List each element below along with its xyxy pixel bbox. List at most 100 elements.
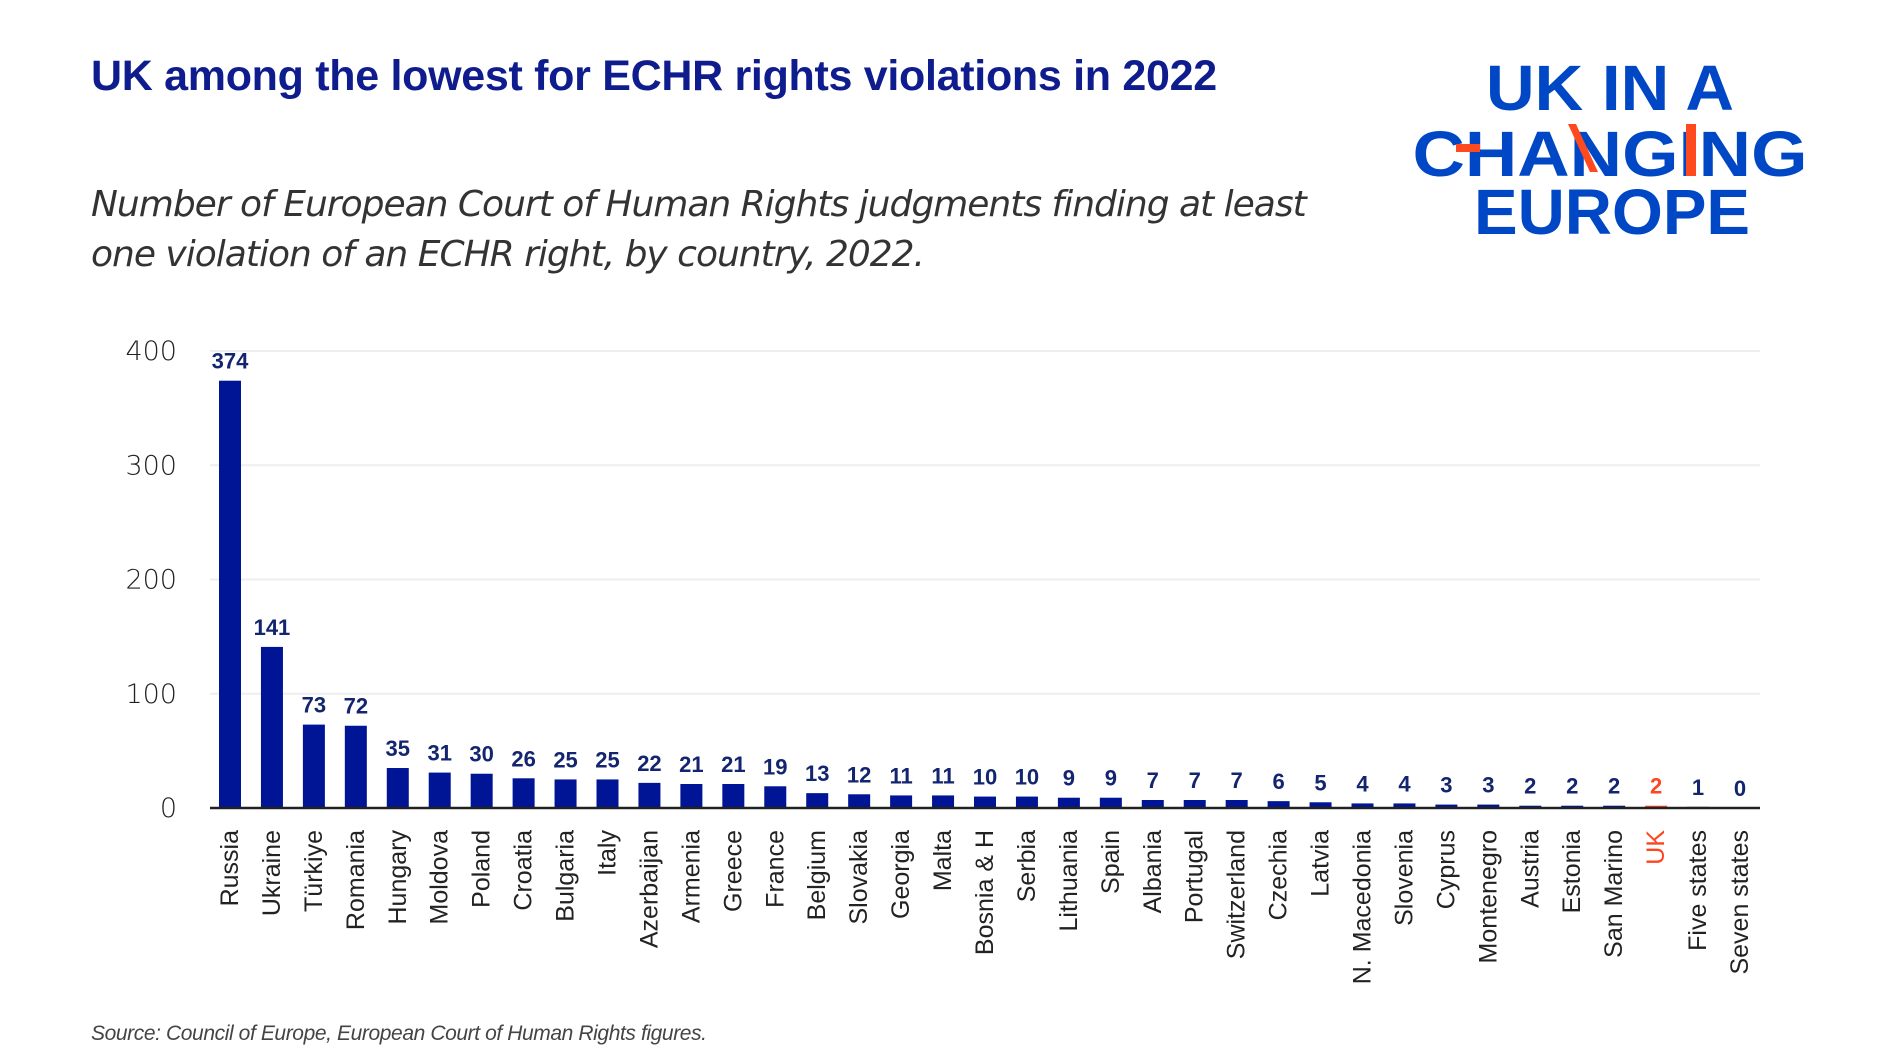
value-label: 374 [212,349,249,374]
value-label: 30 [469,742,493,767]
value-label: 21 [679,752,703,777]
category-label: Bulgaria [552,830,580,922]
category-label: UK [1642,830,1670,865]
category-label: Spain [1097,830,1125,894]
category-label: Russia [216,830,244,907]
bar [932,795,955,808]
category-label: Greece [719,830,747,912]
bar [1099,797,1122,808]
bar [1435,804,1458,808]
svg-text:EUROPE: EUROPE [1474,176,1750,242]
category-label: Serbia [1013,830,1041,902]
value-label: 25 [553,747,577,772]
category-label: Slovenia [1390,830,1418,926]
bar [1267,801,1290,808]
bar [1141,800,1164,808]
value-label: 1 [1692,775,1704,800]
bar [344,725,367,808]
category-label: Czechia [1265,830,1293,920]
category-label: Cyprus [1432,830,1460,909]
category-label: Five states [1684,830,1712,951]
uk-in-a-changing-europe-logo: UK IN A CHANGING EUROPE [1413,52,1808,242]
category-label: Ukraine [258,830,286,916]
chart-title: UK among the lowest for ECHR rights viol… [91,52,1217,100]
value-label: 2 [1608,774,1620,799]
svg-text:UK IN A: UK IN A [1486,52,1734,124]
y-tick-label: 0 [160,793,177,824]
value-label: 13 [805,761,829,786]
bar [1183,800,1206,808]
category-label: Lithuania [1055,830,1083,932]
value-label: 11 [889,763,912,788]
value-label: 72 [344,694,368,719]
value-label: 9 [1105,766,1117,791]
value-label: 5 [1314,770,1326,795]
value-label: 19 [763,754,787,779]
value-label: 12 [847,762,871,787]
category-label: Croatia [510,830,538,911]
bar [1057,797,1080,808]
value-label: 3 [1440,773,1452,798]
value-label: 25 [595,747,619,772]
category-label: Moldova [426,830,454,925]
y-tick-label: 400 [125,336,177,367]
bar [1351,803,1374,808]
value-label: 0 [1734,776,1746,801]
category-label: Malta [929,830,957,891]
category-label: Poland [468,830,496,908]
value-label: 22 [637,751,661,776]
bar [722,784,745,808]
category-label: Bosnia & H [971,830,999,955]
value-label: 7 [1147,768,1159,793]
category-label: Belgium [803,830,831,920]
bar [260,646,283,808]
bar [1015,796,1038,808]
bar [596,779,619,808]
category-label: N. Macedonia [1349,830,1377,984]
bar [890,795,913,808]
category-label: San Marino [1600,830,1628,958]
bar [1225,800,1248,808]
bar [848,794,871,808]
value-label: 7 [1189,768,1201,793]
value-label: 31 [427,741,451,766]
value-label: 35 [386,736,410,761]
value-label: 7 [1231,768,1243,793]
y-tick-label: 300 [125,450,177,481]
bar [764,786,787,808]
chart-subtitle: Number of European Court of Human Rights… [91,184,1307,275]
value-label: 2 [1566,774,1578,799]
y-tick-label: 100 [125,679,177,710]
bar [1393,803,1416,808]
bar [1477,804,1500,808]
bar [806,793,829,808]
value-label: 2 [1524,774,1536,799]
category-label: Georgia [887,830,915,919]
source-note: Source: Council of Europe, European Cour… [91,1022,707,1045]
category-label: France [761,830,789,908]
value-label: 2 [1650,774,1662,799]
value-label: 141 [254,615,291,640]
bar [302,724,325,808]
value-label: 10 [973,765,997,790]
category-label: Switzerland [1223,830,1251,959]
value-label: 3 [1482,773,1494,798]
category-label: Estonia [1558,830,1586,913]
bar [386,768,409,808]
value-label: 26 [511,746,535,771]
value-label: 9 [1063,766,1075,791]
category-label: Austria [1516,830,1544,908]
value-label: 11 [931,763,954,788]
bar [219,380,241,808]
bar [974,796,996,808]
category-label: Türkiye [300,830,328,912]
bar [512,778,535,808]
category-label: Albania [1139,830,1167,913]
value-label: 4 [1398,771,1411,796]
category-label: Portugal [1181,830,1209,923]
bar [554,779,577,808]
bar [1309,802,1332,808]
bar [470,773,493,808]
category-label: Romania [342,830,370,930]
